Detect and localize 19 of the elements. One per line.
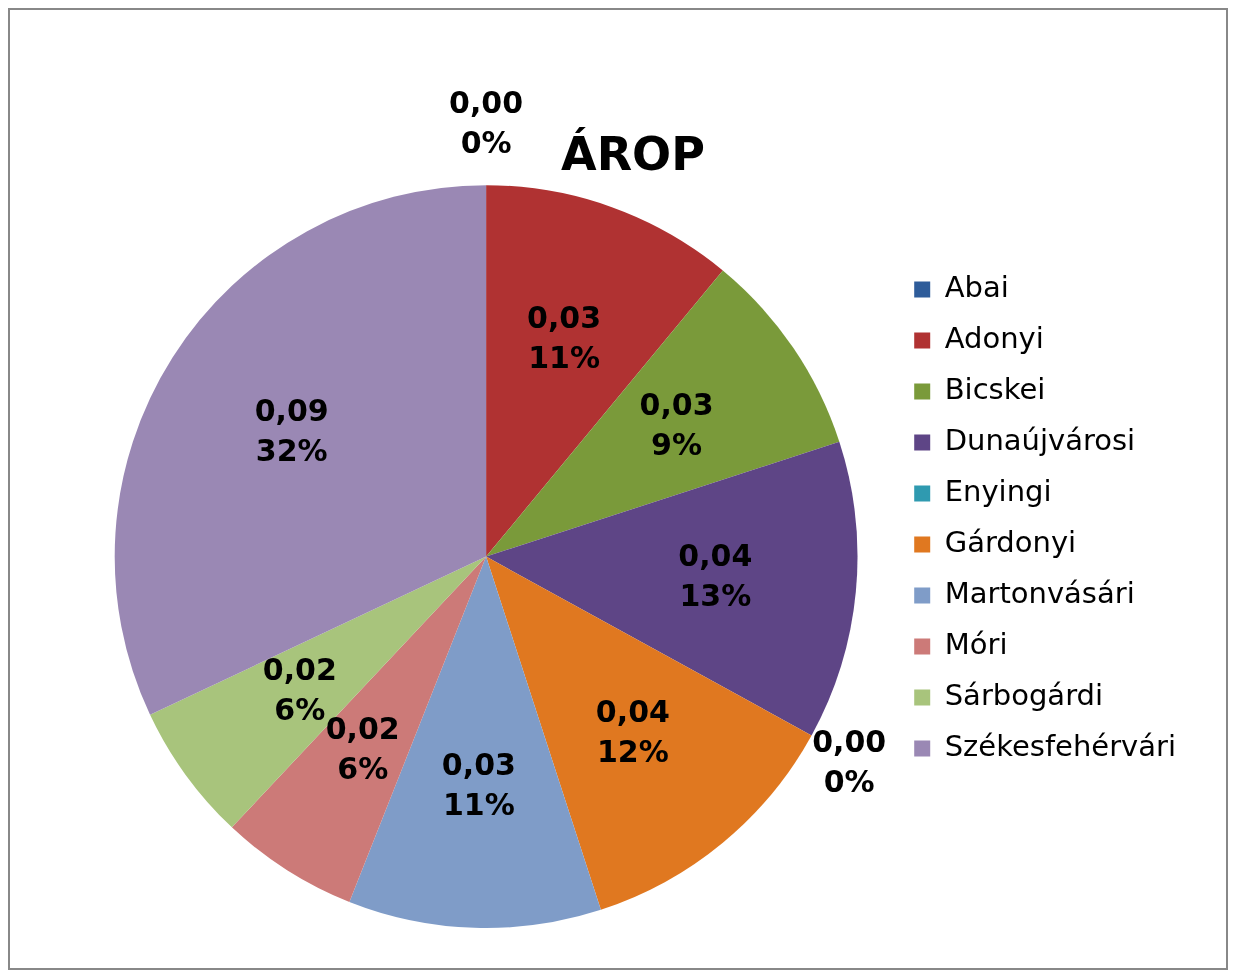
data-label: 0,04 13% [678,538,753,614]
legend-label: Székesfehérvári [944,729,1176,764]
legend-label: Móri [944,627,1008,662]
data-label: 0,03 11% [441,746,516,822]
legend-label: Abai [944,270,1009,305]
legend-label: Martonvásári [944,576,1135,611]
legend-label: Bicskei [944,372,1046,407]
data-label: 0,04 12% [595,693,670,769]
text: 0,00 0% [449,85,524,160]
chart-title: ÁROP [561,126,705,181]
legend-label: Gárdonyi [944,525,1077,560]
data-label: 0,03 11% [527,299,602,375]
legend-label: Dunaújvárosi [944,423,1136,458]
data-label: 0,03 9% [639,386,714,462]
legend-label: Enyingi [944,474,1052,509]
text: 0,00 0% [812,724,887,800]
legend-label: Adonyi [944,321,1044,356]
data-label: 0,09 32% [254,393,329,469]
legend-label: Sárbogárdi [944,678,1104,713]
